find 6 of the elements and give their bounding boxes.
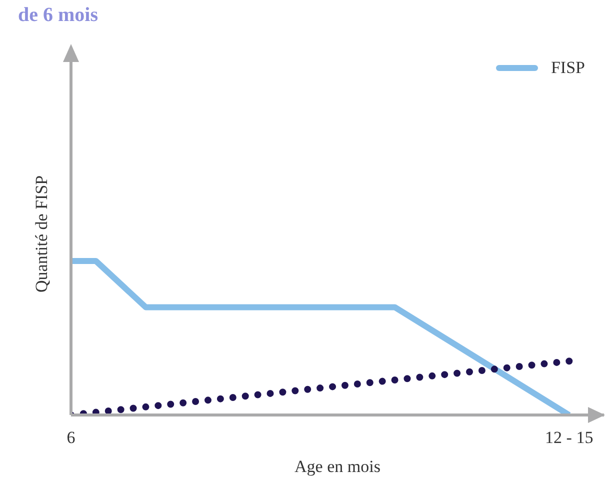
chart-title: de 6 mois — [18, 4, 98, 27]
y-axis-title: Quantité de FISP — [32, 175, 52, 292]
x-tick-label: 12 - 15 — [545, 428, 594, 447]
legend-label: FISP — [550, 58, 585, 78]
x-tick-label: 6 — [66, 428, 76, 447]
x-axis-title: Age en mois — [294, 457, 380, 476]
